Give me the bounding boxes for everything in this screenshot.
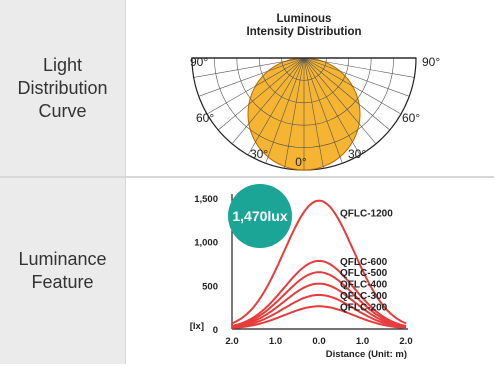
polar-spoke [303,57,402,115]
label-line: Curve [38,100,87,121]
polar-spoke [284,57,305,169]
label-luminance-feature: Luminance Feature [0,178,125,364]
polar-title-line-1: Luminous [277,13,332,25]
luminance-chart: QFLC-1200 QFLC-600QFLC-500QFLC-400QFLC-30… [190,184,413,360]
angle-label-bottom-0: 0° [295,155,307,169]
angle-label-left-90: 90° [190,55,208,69]
angle-label-left-30: 30° [250,147,268,161]
x-tick-label: 2.0 [225,336,238,347]
y-tick-label: 500 [202,281,218,292]
polar-spoke [193,57,305,78]
polar-spoke [247,57,305,156]
angle-label-left-60: 60° [196,111,214,125]
y-tick-label: 1,000 [194,238,218,249]
polar-spoke [206,57,305,115]
x-tick-label: 1.0 [356,336,369,347]
label-line: Luminance [18,249,107,269]
series-label: QFLC-500 [340,268,388,279]
series-label: QFLC-600 [340,257,388,268]
angle-label-right-30: 30° [348,147,366,161]
label-line: Feature [31,272,94,292]
series-label: QFLC-200 [340,302,388,313]
polar-grid [191,57,417,171]
polar-spoke [303,57,410,97]
polar-spoke [303,57,415,78]
x-tick-label: 2.0 [399,336,412,347]
angle-label-right-90: 90° [422,55,440,69]
curve-qflc-200 [231,305,407,329]
polar-spoke [303,57,377,144]
polar-spoke [303,57,361,156]
badge-text: 1,470lux [232,208,287,224]
curve-qflc-400 [231,282,407,328]
chart-series-labels: QFLC-1200 QFLC-600QFLC-500QFLC-400QFLC-30… [340,209,393,314]
row-divider [0,176,494,178]
y-unit-label: [lx] [190,321,204,332]
chart-curves [231,199,407,329]
luminance-chart-cell: QFLC-1200 QFLC-600 QFLC-500 QFLC-400 QFLC-30… [126,178,494,364]
label-line: Light [42,54,83,75]
label-light-distribution-curve: Light Distribution Curve [0,0,125,176]
polar-spoke [218,57,305,131]
curve-qflc-300 [231,293,407,329]
polar-spoke [198,57,305,97]
series-label: QFLC-300 [340,291,388,302]
series-label: QFLC-1200 [340,209,393,220]
polar-spoke [265,57,305,164]
curve-qflc-1200 [231,199,407,325]
polar-spoke [303,57,343,164]
polar-intensity-diagram: Luminous Intensity Distribution 90° 90° … [190,13,440,171]
polar-spoke [303,57,390,131]
y-tick-label: 0 [213,325,218,336]
y-tick-label: 1,500 [194,194,218,205]
polar-title-line-2: Intensity Distribution [247,26,362,38]
badge-circle [228,184,292,248]
chart-tick-labels: 1,500 1,000 500 0 [lx] 2.0 1.0 0.0 1.0 2.0 Distanc… [190,194,413,360]
x-tick-label: 1.0 [269,336,282,347]
series-label: QFLC-400 [340,280,388,291]
polar-spoke [231,57,305,144]
peak-badge: 1,470lux [228,184,292,248]
polar-diagram-cell: Luminous Intensity Distribution 90° 90° … [126,0,494,176]
x-tick-label: 0.0 [312,336,325,347]
curve-qflc-600 [231,259,407,327]
polar-spoke [303,57,324,169]
column-divider [125,0,126,364]
x-axis-label: Distance (Unit: m) [326,349,407,360]
angle-label-right-60: 60° [402,111,420,125]
label-line: Distribution [17,77,108,98]
curve-qflc-500 [231,271,407,328]
